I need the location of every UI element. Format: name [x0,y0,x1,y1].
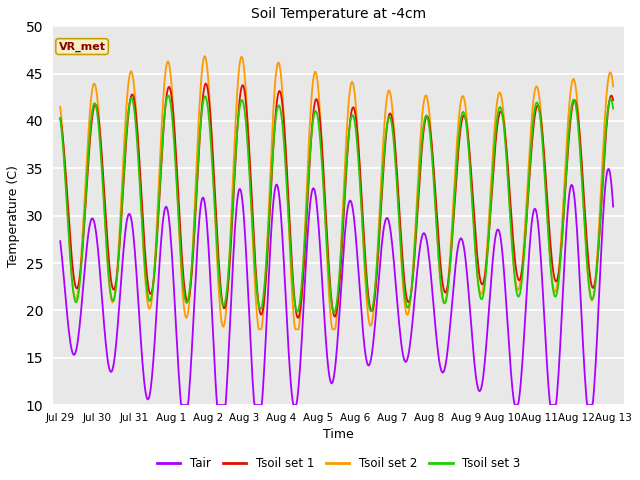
X-axis label: Time: Time [323,428,354,441]
Title: Soil Temperature at -4cm: Soil Temperature at -4cm [251,7,426,21]
Text: VR_met: VR_met [59,41,106,52]
Y-axis label: Temperature (C): Temperature (C) [7,165,20,266]
Legend: Tair, Tsoil set 1, Tsoil set 2, Tsoil set 3: Tair, Tsoil set 1, Tsoil set 2, Tsoil se… [152,453,525,475]
